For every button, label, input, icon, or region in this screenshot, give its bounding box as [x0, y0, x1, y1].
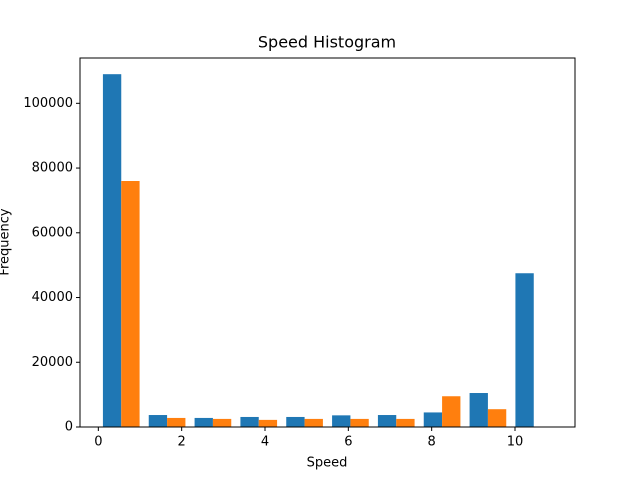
bar: [194, 417, 213, 427]
bar: [102, 74, 122, 428]
y-tick-label: 60000: [32, 225, 73, 240]
y-tick-label: 100000: [23, 96, 73, 111]
bar: [377, 415, 397, 427]
x-tick-label: 4: [261, 435, 269, 450]
plot-frame: [79, 57, 576, 428]
x-tick-label: 10: [507, 435, 524, 450]
chart-title: Speed Histogram: [258, 33, 396, 52]
y-tick-label: 20000: [32, 355, 73, 370]
bar: [148, 415, 168, 427]
x-tick-label: 8: [428, 435, 436, 450]
y-axis-label: Frequency: [0, 208, 13, 275]
bar: [396, 418, 415, 427]
bar: [487, 409, 507, 427]
bar: [469, 393, 488, 427]
bar: [286, 416, 305, 427]
y-tick-label: 40000: [32, 290, 73, 305]
bar: [240, 416, 259, 427]
bar: [167, 417, 186, 427]
y-tick-label: 0: [65, 420, 73, 435]
x-tick-label: 0: [94, 435, 102, 450]
x-tick-label: 6: [344, 435, 352, 450]
bar: [121, 181, 140, 427]
bar: [212, 418, 232, 427]
bar: [332, 415, 351, 427]
bar: [423, 412, 443, 427]
bar: [304, 418, 323, 427]
y-tick-label: 80000: [32, 161, 73, 176]
x-tick-label: 2: [178, 435, 186, 450]
x-axis-label: Speed: [307, 456, 348, 471]
bar: [350, 418, 369, 427]
bar: [442, 396, 461, 427]
bar: [515, 273, 534, 427]
bar: [258, 419, 278, 427]
